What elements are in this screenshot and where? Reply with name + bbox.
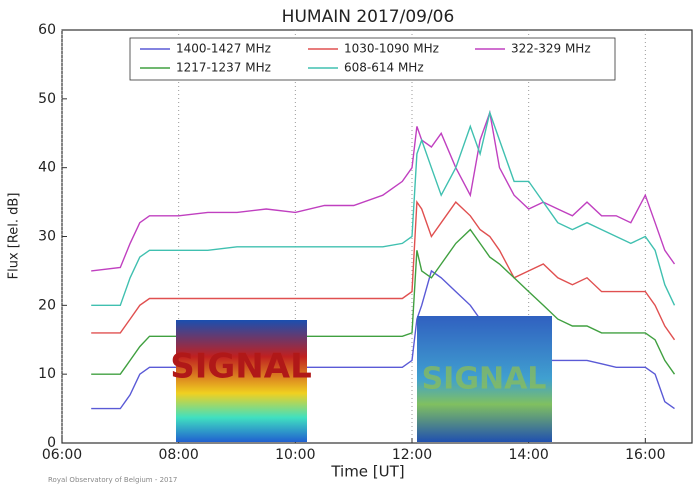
series-line [91,200,676,341]
y-tick-label: 40 [38,160,56,176]
plot-frame [61,29,693,444]
footer: Royal Observatory of Belgium - 2017 [48,476,177,484]
legend-box [129,37,616,81]
overlay-image [176,320,307,442]
y-tick-label: 0 [47,435,56,451]
legend-label: 1030-1090 MHz [344,42,439,56]
y-tick-label: 30 [38,229,56,245]
series-line [91,109,676,272]
x-tick-label: 10:00 [275,447,315,463]
legend-label: 1400-1427 MHz [176,42,271,56]
legend-label: 608-614 MHz [344,61,424,75]
overlay-text: SIGNAL [170,347,311,387]
overlay-image [417,316,552,442]
x-axis-label: Time [UT] [330,463,404,481]
y-tick-label: 50 [38,91,56,107]
y-axis-label: Flux [Rel. dB] [7,193,22,280]
x-tick-label: 12:00 [392,447,432,463]
y-tick-label: 60 [38,22,56,38]
chart-title: HUMAIN 2017/09/06 [282,7,455,27]
legend-label: 1217-1237 MHz [176,61,271,75]
x-tick-label: 16:00 [625,447,665,463]
x-tick-label: 08:00 [158,447,198,463]
y-tick-label: 10 [38,366,56,382]
x-tick-label: 06:00 [42,447,82,463]
series-line [91,110,676,306]
legend-label: 322-329 MHz [511,42,591,56]
overlay-text: SIGNAL [422,362,547,397]
x-tick-label: 14:00 [508,447,548,463]
y-tick-label: 20 [38,297,56,313]
